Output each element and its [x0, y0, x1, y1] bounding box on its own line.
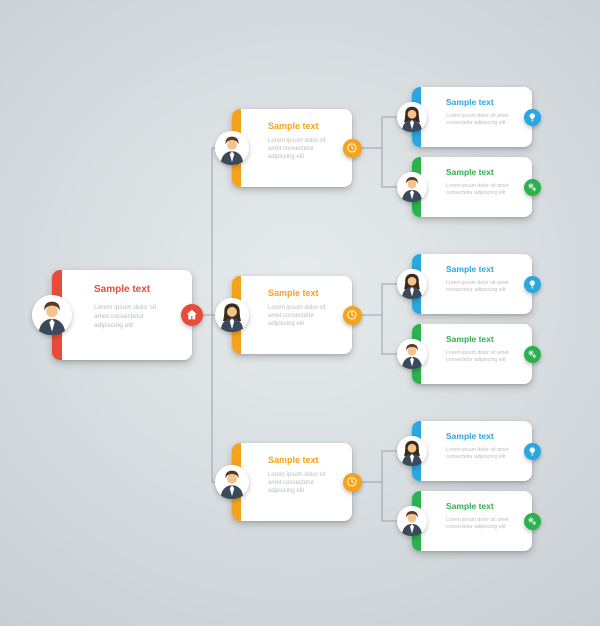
org-card-l6: Sample text Lorem ipsum dolor sit amet co… [412, 491, 532, 551]
avatar-icon [397, 436, 427, 466]
card-title: Sample text [446, 334, 494, 344]
org-card-root: Sample text Lorem ipsum dolor sit amet co… [52, 270, 192, 360]
avatar-icon [397, 102, 427, 132]
avatar-icon [397, 339, 427, 369]
home-icon [181, 304, 203, 326]
card-title: Sample text [268, 121, 319, 131]
card-body: Lorem ipsum dolor sit amet consectetur a… [94, 304, 182, 330]
card-body: Lorem ipsum dolor sit amet consectetur a… [268, 137, 342, 161]
card-title: Sample text [446, 97, 494, 107]
org-card-l5: Sample text Lorem ipsum dolor sit amet co… [412, 421, 532, 481]
card-title: Sample text [446, 167, 494, 177]
card-title: Sample text [94, 284, 150, 295]
card-body: Lorem ipsum dolor sit amet consectetur a… [268, 304, 342, 328]
connector-line [192, 315, 232, 482]
card-body: Lorem ipsum dolor sit amet consectetur a… [446, 280, 522, 294]
clock-icon [343, 139, 362, 158]
gears-icon [524, 513, 541, 530]
org-card-l3: Sample text Lorem ipsum dolor sit amet co… [412, 254, 532, 314]
card-body: Lorem ipsum dolor sit amet consectetur a… [268, 471, 342, 495]
clock-icon [343, 473, 362, 492]
card-body: Lorem ipsum dolor sit amet consectetur a… [446, 183, 522, 197]
card-body: Lorem ipsum dolor sit amet consectetur a… [446, 517, 522, 531]
bulb-icon [524, 109, 541, 126]
card-title: Sample text [446, 264, 494, 274]
card-body: Lorem ipsum dolor sit amet consectetur a… [446, 447, 522, 461]
avatar-icon [397, 269, 427, 299]
clock-icon [343, 306, 362, 325]
avatar-icon [215, 131, 249, 165]
card-title: Sample text [446, 431, 494, 441]
card-body: Lorem ipsum dolor sit amet consectetur a… [446, 350, 522, 364]
gears-icon [524, 346, 541, 363]
bulb-icon [524, 443, 541, 460]
avatar-icon [397, 506, 427, 536]
org-card-l1: Sample text Lorem ipsum dolor sit amet co… [412, 87, 532, 147]
org-card-m1: Sample text Lorem ipsum dolor sit amet co… [232, 109, 352, 187]
avatar-icon [215, 465, 249, 499]
card-body: Lorem ipsum dolor sit amet consectetur a… [446, 113, 522, 127]
bulb-icon [524, 276, 541, 293]
org-card-m2: Sample text Lorem ipsum dolor sit amet co… [232, 276, 352, 354]
org-card-m3: Sample text Lorem ipsum dolor sit amet co… [232, 443, 352, 521]
avatar-icon [32, 295, 72, 335]
org-card-l2: Sample text Lorem ipsum dolor sit amet co… [412, 157, 532, 217]
connector-line [192, 148, 232, 315]
card-title: Sample text [268, 455, 319, 465]
org-card-l4: Sample text Lorem ipsum dolor sit amet co… [412, 324, 532, 384]
avatar-icon [215, 298, 249, 332]
org-chart-stage: Sample text Lorem ipsum dolor sit amet co… [0, 0, 600, 626]
card-title: Sample text [446, 501, 494, 511]
avatar-icon [397, 172, 427, 202]
gears-icon [524, 179, 541, 196]
card-title: Sample text [268, 288, 319, 298]
